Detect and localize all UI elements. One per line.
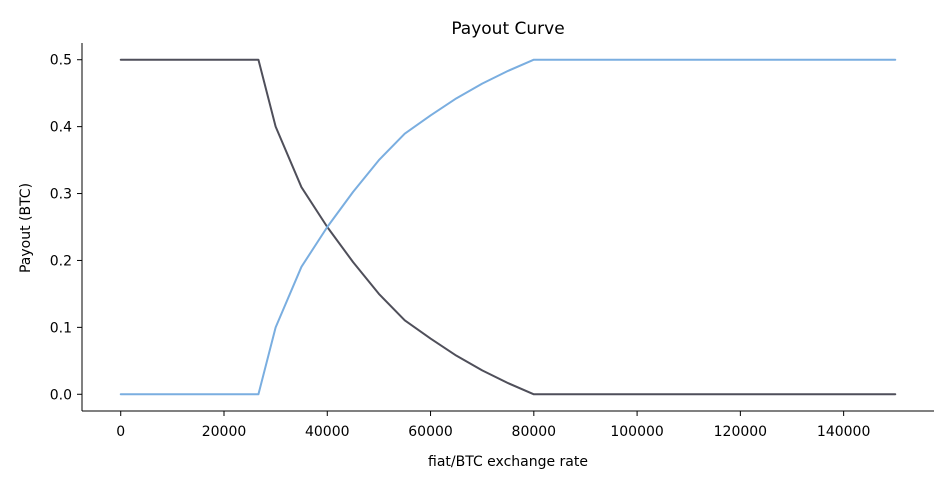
- series-layer: [119, 58, 897, 396]
- y-tick-label: 0.0: [50, 387, 72, 403]
- y-tick-label: 0.4: [50, 120, 72, 136]
- y-tick-label: 0.2: [50, 253, 72, 269]
- x-axis-title: fiat/BTC exchange rate: [428, 454, 588, 470]
- x-tick-label: 80000: [512, 424, 557, 440]
- x-tick-label: 120000: [714, 424, 767, 440]
- chart-title: Payout Curve: [451, 19, 564, 39]
- x-tick-label: 140000: [817, 424, 870, 440]
- x-tick-label: 20000: [202, 424, 247, 440]
- x-tick-label: 60000: [408, 424, 453, 440]
- y-axis: 0.0 0.1 0.2 0.3 0.4 0.5: [50, 43, 83, 411]
- y-tick-label: 0.1: [50, 320, 72, 336]
- y-tick-label: 0.3: [50, 187, 72, 203]
- y-axis-title: Payout (BTC): [18, 183, 34, 273]
- x-tick-label: 0: [116, 424, 125, 440]
- series-line-2: [119, 58, 897, 396]
- x-axis: 0 20000 40000 60000 80000 100000 120000 140000: [82, 410, 934, 440]
- series-line-1: [119, 58, 897, 396]
- y-tick-label: 0.5: [50, 53, 72, 69]
- x-tick-label: 100000: [610, 424, 663, 440]
- x-tick-label: 40000: [305, 424, 350, 440]
